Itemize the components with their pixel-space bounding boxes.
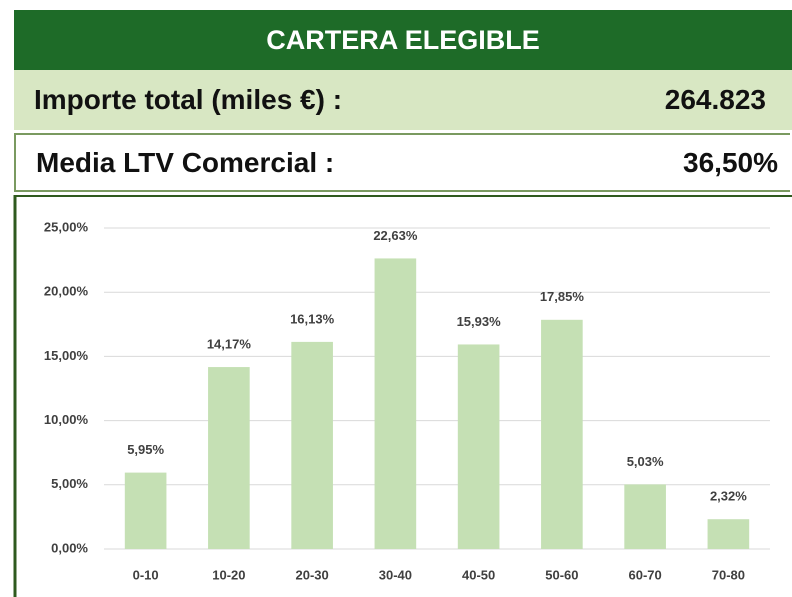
x-tick-label: 60-70 (629, 567, 662, 582)
data-label: 5,03% (627, 454, 664, 469)
bar (124, 472, 167, 549)
importe-value: 264.823 (664, 84, 766, 115)
x-tick-label: 30-40 (379, 567, 412, 582)
data-label: 15,93% (457, 314, 502, 329)
importe-row: Importe total (miles €) : 264.823 (14, 70, 792, 130)
x-tick-label: 20-30 (296, 567, 329, 582)
ltv-value: 36,50% (683, 146, 778, 178)
y-tick-label: 0,00% (51, 540, 88, 555)
data-label: 16,13% (290, 311, 335, 326)
data-label: 14,17% (207, 336, 252, 351)
data-label: 2,32% (710, 489, 747, 504)
y-tick-label: 20,00% (44, 284, 89, 299)
data-label: 17,85% (540, 289, 585, 304)
x-tick-label: 40-50 (462, 567, 495, 582)
x-tick-label: 0-10 (133, 567, 159, 582)
title-bar: CARTERA ELEGIBLE (14, 10, 792, 70)
x-tick-label: 70-80 (712, 567, 745, 582)
bar (374, 258, 417, 549)
bar (624, 484, 666, 549)
ltv-row: Media LTV Comercial : 36,50% (14, 133, 790, 192)
data-label: 5,95% (127, 442, 164, 457)
x-tick-label: 10-20 (212, 567, 245, 582)
y-tick-label: 10,00% (44, 412, 89, 427)
y-tick-label: 15,00% (44, 348, 89, 363)
y-tick-label: 25,00% (44, 219, 89, 234)
bar (208, 367, 250, 549)
bar (707, 519, 750, 549)
data-label: 22,63% (373, 228, 418, 243)
title: CARTERA ELEGIBLE (266, 24, 540, 55)
bar (541, 319, 583, 549)
bar (457, 344, 500, 549)
ltv-label: Media LTV Comercial : (36, 146, 335, 178)
importe-label: Importe total (miles €) : (34, 84, 343, 115)
bar (291, 341, 333, 549)
x-tick-label: 50-60 (545, 567, 578, 582)
y-tick-label: 5,00% (51, 476, 88, 491)
